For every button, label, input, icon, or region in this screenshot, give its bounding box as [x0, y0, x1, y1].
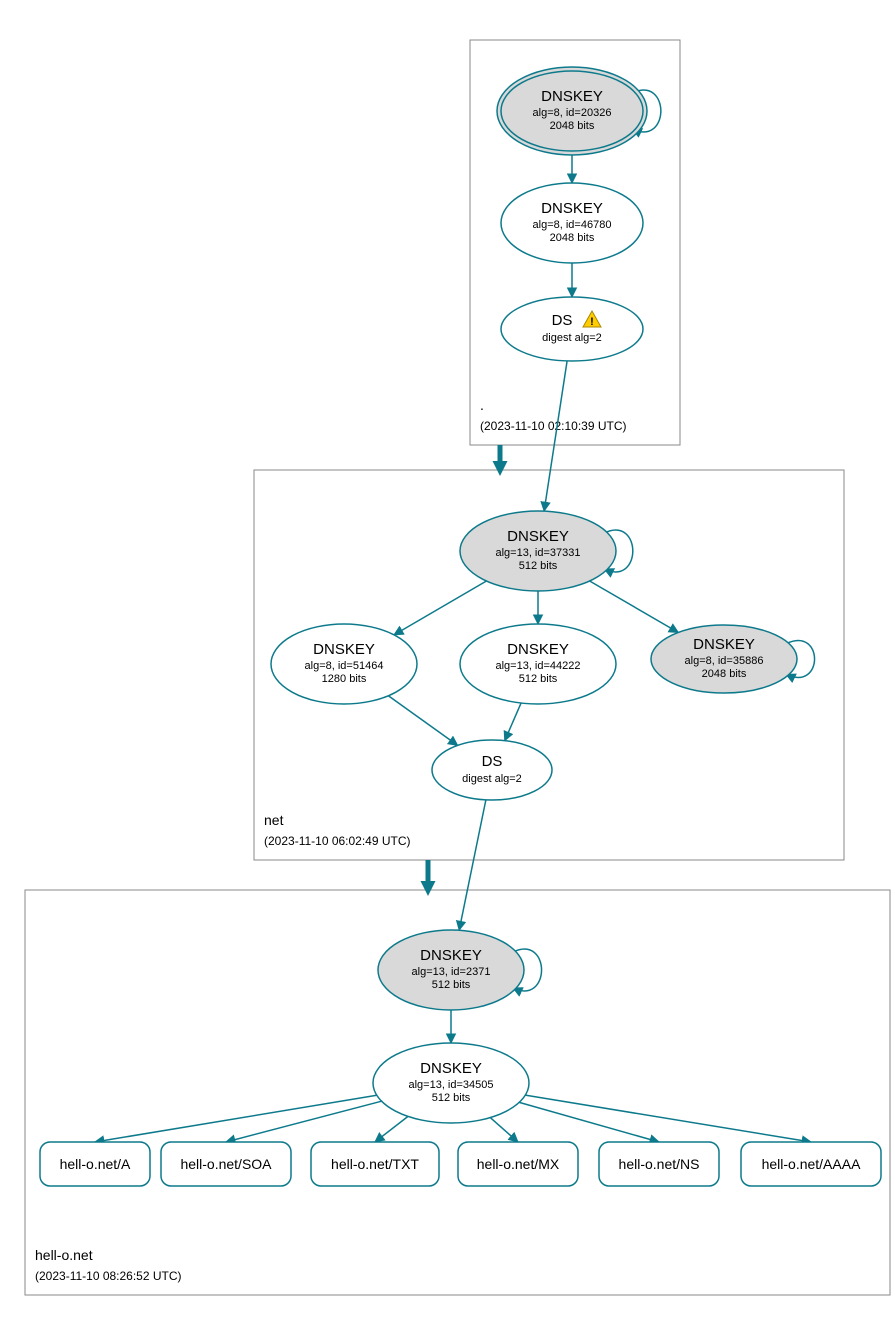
node-title: DNSKEY — [541, 200, 603, 217]
record-label: hell-o.net/NS — [619, 1156, 700, 1172]
record-box: hell-o.net/A — [40, 1142, 150, 1186]
node-title: DNSKEY — [693, 636, 755, 653]
edge — [544, 361, 567, 511]
node-sub2: 2048 bits — [550, 120, 595, 132]
zone-label-hello: hell-o.net — [35, 1247, 93, 1263]
record-box: hell-o.net/TXT — [311, 1142, 439, 1186]
node-sub2: 512 bits — [519, 560, 558, 572]
record-label: hell-o.net/MX — [477, 1156, 560, 1172]
node-title: DNSKEY — [507, 641, 569, 658]
node-sub2: 512 bits — [432, 1092, 471, 1104]
zone-timestamp-hello: (2023-11-10 08:26:52 UTC) — [35, 1269, 182, 1283]
node-sub1: alg=13, id=2371 — [412, 966, 491, 978]
record-label: hell-o.net/A — [60, 1156, 131, 1172]
warning-icon-mark: ! — [590, 316, 594, 328]
node-net_ksk: DNSKEY alg=13, id=37331512 bits — [460, 511, 616, 591]
record-box: hell-o.net/MX — [458, 1142, 578, 1186]
edge — [459, 800, 486, 930]
node-sub1: digest alg=2 — [542, 332, 602, 344]
edge — [525, 1095, 811, 1142]
node-net_zsk1: DNSKEY alg=8, id=514641280 bits — [271, 624, 417, 704]
node-sub1: alg=8, id=20326 — [533, 107, 612, 119]
zone-timestamp-net: (2023-11-10 06:02:49 UTC) — [264, 834, 411, 848]
node-root_zsk: DNSKEY alg=8, id=467802048 bits — [501, 183, 643, 263]
edge — [519, 1102, 659, 1142]
node-title: DS — [552, 312, 573, 329]
record-label: hell-o.net/SOA — [180, 1156, 272, 1172]
record-label: hell-o.net/TXT — [331, 1156, 419, 1172]
node-hello_zsk: DNSKEY alg=13, id=34505512 bits — [373, 1043, 529, 1123]
node-title: DNSKEY — [507, 528, 569, 545]
node-sub1: alg=13, id=34505 — [408, 1079, 493, 1091]
node-sub2: 512 bits — [432, 979, 471, 991]
zone-label-net: net — [264, 812, 284, 828]
zone-timestamp-root: (2023-11-10 02:10:39 UTC) — [480, 419, 627, 433]
edge — [394, 581, 486, 635]
node-title: DS — [482, 753, 503, 770]
node-sub1: alg=13, id=44222 — [495, 660, 580, 672]
node-title: DNSKEY — [420, 1060, 482, 1077]
node-sub2: 512 bits — [519, 673, 558, 685]
node-sub1: alg=8, id=35886 — [685, 655, 764, 667]
edge — [95, 1095, 377, 1142]
edge — [590, 581, 679, 632]
node-sub2: 2048 bits — [702, 668, 747, 680]
node-sub2: 1280 bits — [322, 673, 367, 685]
node-net_zsk3: DNSKEY alg=8, id=358862048 bits — [651, 625, 797, 693]
node-net_ds: DS digest alg=2 — [432, 740, 552, 800]
node-hello_ksk: DNSKEY alg=13, id=2371512 bits — [378, 930, 524, 1010]
node-sub1: alg=8, id=51464 — [305, 660, 384, 672]
record-label: hell-o.net/AAAA — [762, 1156, 861, 1172]
node-sub1: digest alg=2 — [462, 773, 522, 785]
edge — [375, 1116, 408, 1142]
node-title: DNSKEY — [541, 88, 603, 105]
dnssec-diagram: . (2023-11-10 02:10:39 UTC) net (2023-11-10… — [10, 10, 895, 1309]
node-sub1: alg=8, id=46780 — [533, 219, 612, 231]
node-title: DNSKEY — [420, 947, 482, 964]
node-title: DNSKEY — [313, 641, 375, 658]
record-box: hell-o.net/AAAA — [741, 1142, 881, 1186]
node-root_ds: DS! digest alg=2 — [501, 297, 643, 361]
node-sub1: alg=13, id=37331 — [495, 547, 580, 559]
node-root_ksk: DNSKEY alg=8, id=203262048 bits — [497, 67, 647, 155]
node-net_zsk2: DNSKEY alg=13, id=44222512 bits — [460, 624, 616, 704]
zone-label-root: . — [480, 397, 484, 413]
record-box: hell-o.net/SOA — [161, 1142, 291, 1186]
record-box: hell-o.net/NS — [599, 1142, 719, 1186]
node-sub2: 2048 bits — [550, 232, 595, 244]
edge — [505, 703, 521, 741]
edge — [388, 696, 457, 746]
edge — [490, 1118, 518, 1142]
